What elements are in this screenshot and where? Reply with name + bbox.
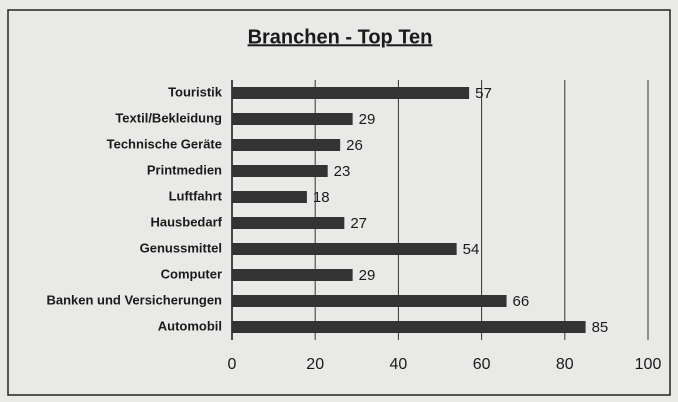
bar [232, 295, 507, 307]
y-tick-label: Genussmittel [140, 240, 222, 255]
x-tick-label: 20 [306, 356, 324, 373]
chart-title: Branchen - Top Ten [248, 26, 433, 48]
value-label: 29 [359, 111, 376, 128]
value-label: 54 [463, 241, 480, 258]
value-label: 57 [475, 85, 492, 102]
value-label: 18 [313, 189, 330, 206]
value-label: 26 [346, 137, 363, 154]
x-tick-label: 60 [473, 356, 491, 373]
bar [232, 87, 470, 99]
y-tick-label: Technische Geräte [107, 136, 222, 151]
x-tick-label: 0 [228, 356, 237, 373]
bar [232, 269, 353, 281]
value-label: 27 [350, 215, 367, 232]
y-tick-label: Hausbedarf [150, 214, 222, 229]
y-tick-label: Luftfahrt [169, 188, 223, 203]
value-label: 85 [592, 319, 609, 336]
y-tick-label: Textil/Bekleidung [115, 110, 222, 125]
y-tick-label: Computer [161, 266, 222, 281]
y-tick-label: Banken und Versicherungen [46, 292, 222, 307]
bar [232, 217, 345, 229]
x-tick-label: 40 [390, 356, 408, 373]
x-tick-label: 100 [635, 356, 662, 373]
bar [232, 113, 353, 125]
y-tick-label: Touristik [168, 84, 223, 99]
value-label: 66 [513, 293, 530, 310]
bar [232, 191, 307, 203]
y-tick-label: Printmedien [147, 162, 222, 177]
bar [232, 139, 341, 151]
chart-frame [7, 9, 671, 396]
bar [232, 243, 457, 255]
y-tick-label: Automobil [158, 318, 222, 333]
bar [232, 165, 328, 177]
value-label: 29 [359, 267, 376, 284]
value-label: 23 [334, 163, 351, 180]
bar [232, 321, 586, 333]
x-tick-label: 80 [556, 356, 574, 373]
